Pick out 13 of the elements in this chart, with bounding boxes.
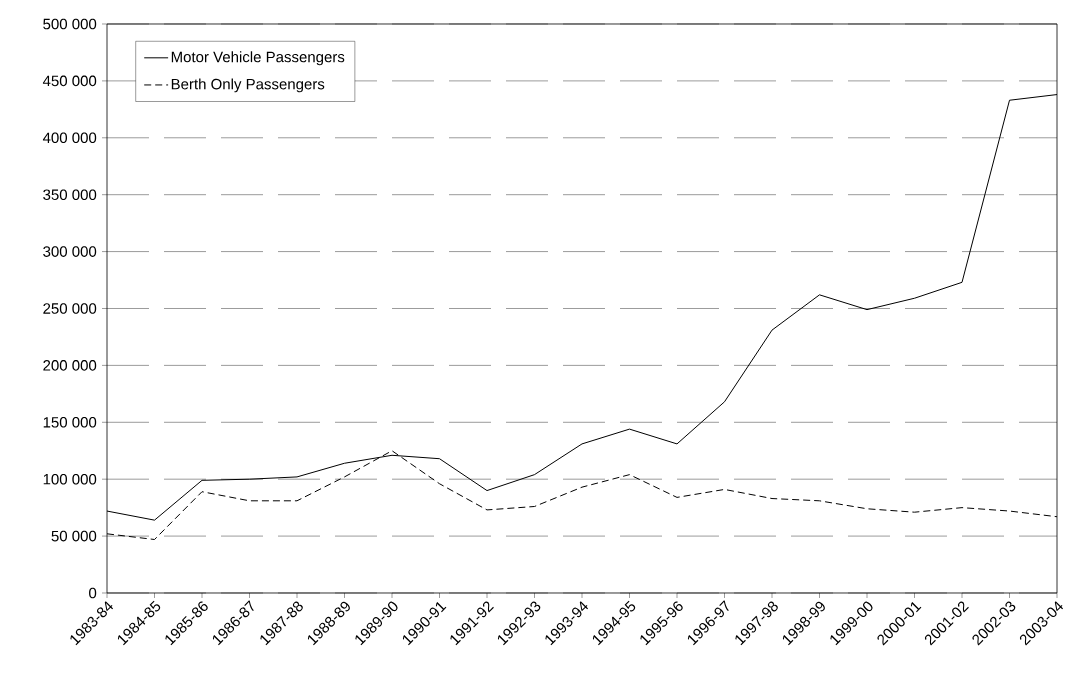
y-tick-label: 350 000 — [43, 189, 97, 200]
y-tick-label: 450 000 — [42, 75, 97, 87]
legend-label: Berth Only Passengers — [171, 78, 325, 93]
y-tick-label: 250 000 — [43, 303, 97, 314]
y-tick-label: 400 000 — [42, 132, 97, 144]
y-tick-label: 150 000 — [43, 416, 97, 428]
y-tick-label: 500 000 — [43, 18, 97, 30]
y-tick-label: 0 — [89, 587, 97, 599]
y-tick-label: 300 000 — [43, 246, 97, 257]
y-tick-label: 50 000 — [51, 530, 97, 542]
legend-label: Motor Vehicle Passengers — [171, 51, 345, 66]
y-tick-label: 200 000 — [43, 360, 97, 371]
y-tick-label: 100 000 — [43, 473, 97, 485]
